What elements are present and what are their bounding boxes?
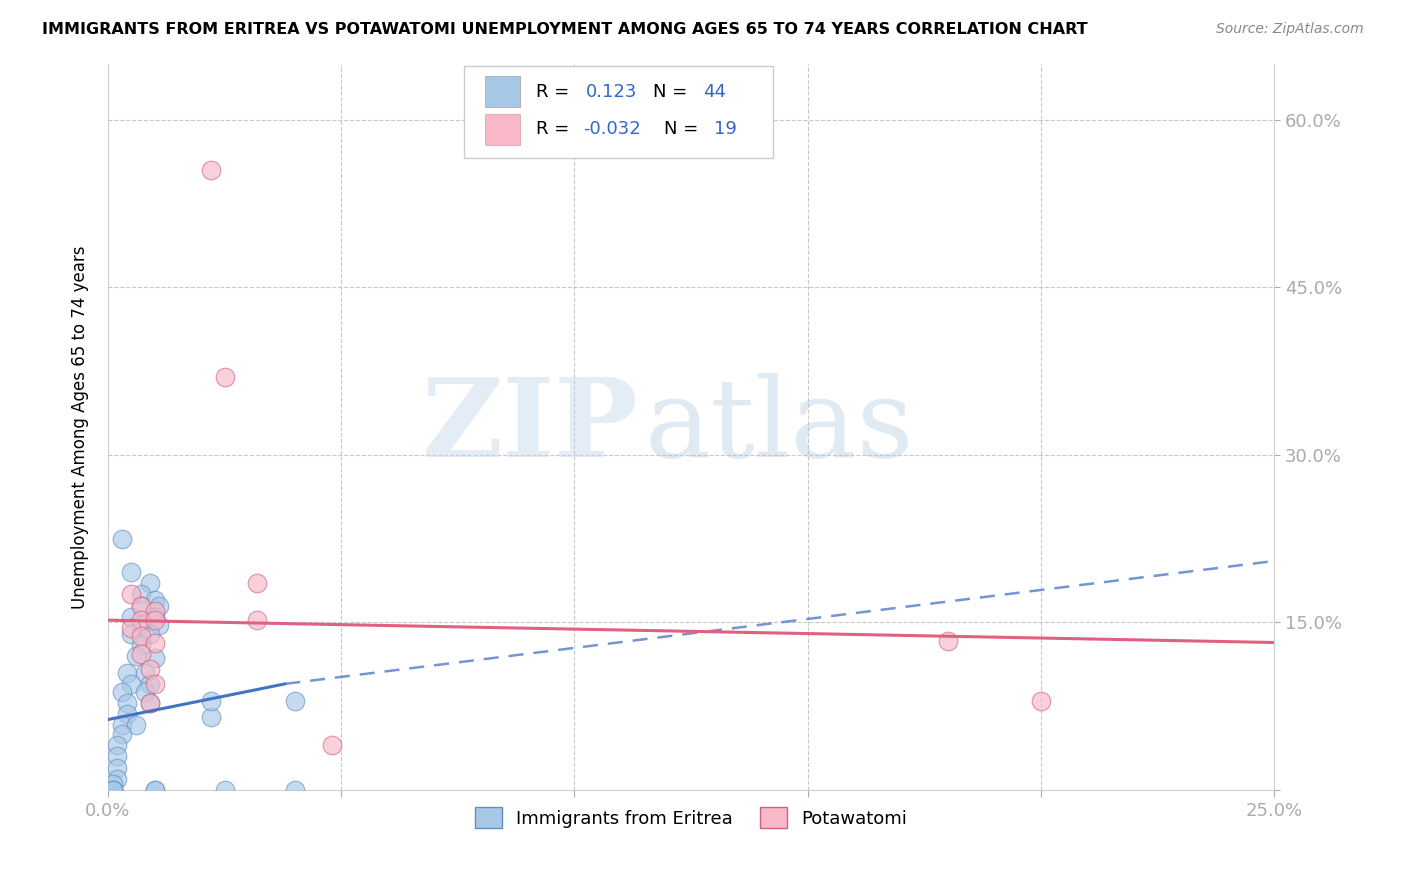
Text: R =: R = <box>536 83 569 101</box>
Point <box>120 565 142 579</box>
Point <box>139 626 162 640</box>
Point <box>143 651 166 665</box>
Text: N =: N = <box>652 83 688 101</box>
Point <box>134 684 156 698</box>
Point <box>143 593 166 607</box>
Point <box>139 576 162 591</box>
Point <box>143 635 166 649</box>
Point <box>284 783 307 797</box>
Point <box>105 761 128 775</box>
Point <box>200 710 222 724</box>
Text: 44: 44 <box>703 83 725 101</box>
Text: ZIP: ZIP <box>422 374 638 481</box>
Text: IMMIGRANTS FROM ERITREA VS POTAWATOMI UNEMPLOYMENT AMONG AGES 65 TO 74 YEARS COR: IMMIGRANTS FROM ERITREA VS POTAWATOMI UN… <box>42 22 1088 37</box>
Point <box>111 718 134 732</box>
Text: Source: ZipAtlas.com: Source: ZipAtlas.com <box>1216 22 1364 37</box>
Point <box>129 647 152 661</box>
Point <box>321 738 343 752</box>
Point <box>101 783 124 797</box>
Point <box>115 665 138 680</box>
Point <box>200 163 222 178</box>
Point <box>1029 693 1052 707</box>
Point <box>105 738 128 752</box>
Point <box>105 749 128 764</box>
Point <box>143 677 166 691</box>
Point <box>139 696 162 710</box>
Text: 0.123: 0.123 <box>586 83 637 101</box>
Point <box>143 610 166 624</box>
Point <box>129 629 152 643</box>
FancyBboxPatch shape <box>464 65 773 159</box>
Legend: Immigrants from Eritrea, Potawatomi: Immigrants from Eritrea, Potawatomi <box>468 800 915 835</box>
Point <box>101 783 124 797</box>
Point <box>214 369 236 384</box>
Point <box>139 677 162 691</box>
Point <box>115 696 138 710</box>
Point <box>120 621 142 635</box>
Point <box>139 662 162 676</box>
Point <box>101 777 124 791</box>
Text: 19: 19 <box>714 120 737 138</box>
Point <box>120 587 142 601</box>
Point <box>125 718 148 732</box>
Point <box>101 783 124 797</box>
Point <box>111 727 134 741</box>
Point <box>120 610 142 624</box>
Point <box>129 599 152 613</box>
Text: R =: R = <box>536 120 569 138</box>
Point <box>129 587 152 601</box>
Text: -0.032: -0.032 <box>582 120 640 138</box>
Point <box>125 648 148 663</box>
Point <box>148 617 170 632</box>
Point <box>139 696 162 710</box>
FancyBboxPatch shape <box>485 77 520 107</box>
Point <box>143 604 166 618</box>
Point <box>129 613 152 627</box>
Text: N =: N = <box>664 120 699 138</box>
Point <box>143 613 166 627</box>
Point <box>115 706 138 721</box>
Y-axis label: Unemployment Among Ages 65 to 74 years: Unemployment Among Ages 65 to 74 years <box>72 245 89 608</box>
Point <box>120 677 142 691</box>
Point <box>143 783 166 797</box>
Point <box>129 617 152 632</box>
Text: atlas: atlas <box>644 374 914 481</box>
Point <box>129 638 152 652</box>
Point <box>120 626 142 640</box>
Point <box>111 684 134 698</box>
Point <box>148 599 170 613</box>
Point <box>105 772 128 786</box>
FancyBboxPatch shape <box>485 114 520 145</box>
Point <box>246 613 269 627</box>
Point <box>143 783 166 797</box>
Point <box>284 693 307 707</box>
Point <box>111 532 134 546</box>
Point <box>134 665 156 680</box>
Point <box>214 783 236 797</box>
Point <box>200 693 222 707</box>
Point <box>129 599 152 613</box>
Point <box>246 576 269 591</box>
Point <box>936 634 959 648</box>
